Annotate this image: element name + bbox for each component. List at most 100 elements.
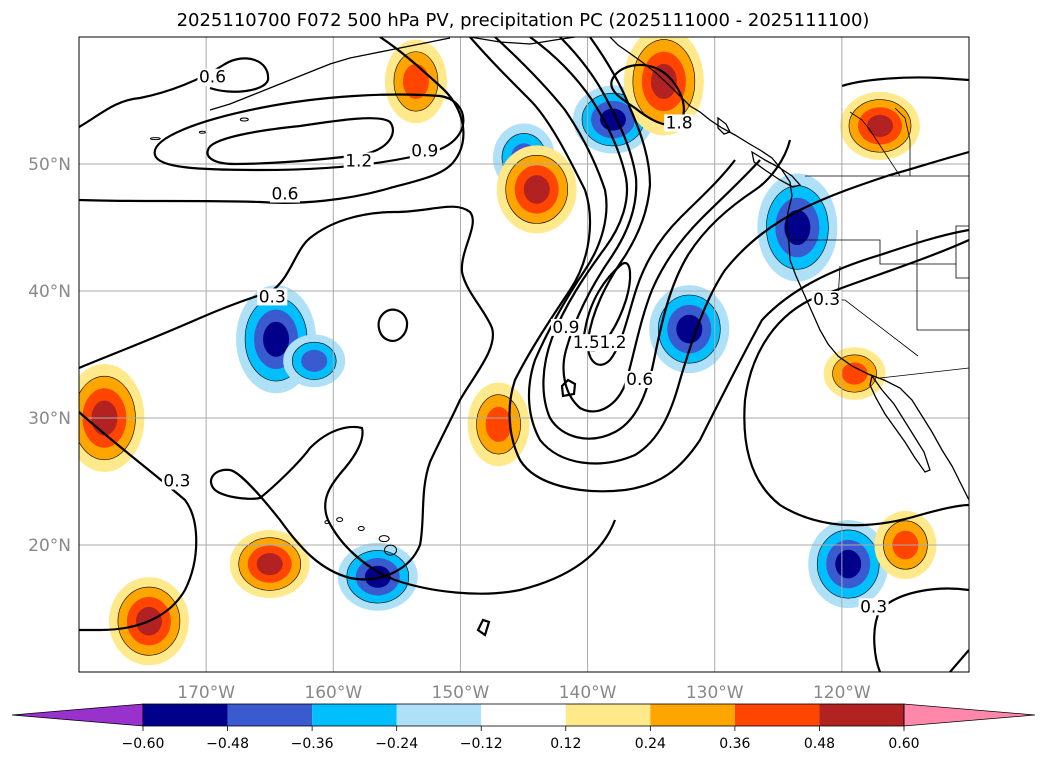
vancouver-island <box>751 150 802 188</box>
precip-anomaly-level <box>676 314 703 344</box>
colorbar-tick-label: 0.48 <box>804 736 835 752</box>
pv-contour-label: 0.3 <box>163 472 190 492</box>
chart-title: 2025110700 F072 500 hPa PV, precipitatio… <box>177 10 870 31</box>
precip-anomaly-level <box>523 175 550 204</box>
precip-anomaly-positive <box>229 530 310 599</box>
lon-tick-label: 120°W <box>813 683 871 703</box>
pv-contour-label: 1.2 <box>345 152 372 172</box>
pv-label-background <box>409 142 440 160</box>
precip-anomaly-negative <box>337 542 418 611</box>
pv-contour-0.9-closed <box>153 93 465 172</box>
lon-tick-label: 170°W <box>177 683 235 703</box>
island-outline <box>384 544 397 556</box>
precip-anomaly-level <box>402 63 429 99</box>
pv-label-background <box>161 472 192 490</box>
lat-tick-label: 40°N <box>28 282 71 302</box>
pv-contour-label: 0.6 <box>271 185 298 205</box>
lat-tick-label: 30°N <box>28 409 71 429</box>
pv-contour-label: 0.3 <box>259 287 286 307</box>
baja-california <box>869 374 931 473</box>
lon-tick-label: 130°W <box>686 683 744 703</box>
colorbar: −0.60 −0.48 −0.36 −0.24 −0.12 0.12 0.24 0.36 0.4… <box>11 703 1036 752</box>
map-frame <box>78 36 970 673</box>
pv-contours <box>79 37 969 672</box>
pacific-islands <box>149 117 397 556</box>
colorbar-tick-label: −0.36 <box>291 736 334 752</box>
colorbar-tick-label: 0.60 <box>888 736 919 752</box>
island-outline <box>378 535 390 543</box>
precipitation-pc-shading <box>79 37 937 666</box>
pv-contour-label: 1.2 <box>599 333 626 353</box>
alaska-peninsula <box>209 37 451 111</box>
lat-tick-label: 20°N <box>28 536 71 556</box>
pv-label-background <box>343 152 374 170</box>
colorbar-segment <box>312 704 397 726</box>
island-outline <box>239 117 249 122</box>
pv-contour-0.3-trough-west <box>469 37 969 493</box>
precip-anomaly-level <box>835 549 862 579</box>
pv-label-background <box>197 68 228 86</box>
pv-label-background <box>598 334 628 352</box>
pv-contour-label: 1.5 <box>573 333 600 353</box>
precip-anomaly-negative <box>808 520 889 609</box>
pv-contour-small-trough-core <box>560 378 577 398</box>
colorbar-tick-label: 0.24 <box>635 736 666 752</box>
colorbar-segment <box>819 704 904 726</box>
precip-anomaly-level <box>263 321 290 357</box>
island-outline <box>357 525 365 531</box>
colorbar-segment <box>143 704 228 726</box>
pv-contour-0.6-trough <box>494 37 969 465</box>
precip-anomaly-level <box>301 349 328 372</box>
pv-contour-small-center <box>377 308 409 342</box>
pv-contour-label: 0.6 <box>626 370 653 390</box>
colorbar-tick-label: −0.12 <box>460 736 503 752</box>
pv-label-background <box>858 598 889 616</box>
pv-contour-0.3-southwest <box>79 411 198 632</box>
precip-anomaly-positive <box>496 145 577 234</box>
precip-anomaly-positive <box>840 91 920 160</box>
colorbar-tick-label: −0.48 <box>206 736 249 752</box>
colorbar-segment <box>396 704 482 726</box>
precip-anomaly-level <box>841 362 868 385</box>
colorbar-tick-label: 0.12 <box>550 736 581 752</box>
colorbar-segment <box>734 704 820 726</box>
graticule <box>79 37 969 672</box>
colorbar-tick-label: 0.36 <box>719 736 750 752</box>
pv-contour-label: 0.9 <box>411 141 438 161</box>
pv-contour-0.3-outer <box>79 205 617 595</box>
pv-contour-0.3-northeast <box>841 76 969 88</box>
canada-provinces <box>849 107 911 177</box>
pv-label-background <box>257 288 288 306</box>
pv-contour-1.2-trough <box>559 37 761 413</box>
pv-label-background <box>811 290 842 308</box>
pv-label-background <box>571 334 602 352</box>
pv-contour-labels: 0.61.20.90.60.30.30.91.5 1.20.60.30.31.8 <box>161 68 889 617</box>
pv-label-background <box>624 370 655 388</box>
pv-contour-label: 1.8 <box>666 113 693 133</box>
pv-contour-small-south <box>476 618 491 637</box>
pv-contour-label: 0.3 <box>860 597 887 617</box>
axis-tick-labels: 170°W 160°W 150°W 140°W 130°W 120°W 50°N 40°N 30… <box>28 155 871 703</box>
precip-anomaly-level <box>364 565 391 588</box>
precip-anomaly-level <box>784 209 811 246</box>
haida-gwaii <box>717 116 731 135</box>
precip-anomaly-level <box>867 114 893 137</box>
island-outline <box>336 517 344 523</box>
pv-contour-0.6-north-ridge <box>79 57 270 128</box>
precip-anomaly-positive <box>384 39 447 124</box>
pv-label-background <box>269 185 300 203</box>
lon-tick-label: 160°W <box>304 683 362 703</box>
pv-contour-label: 0.9 <box>552 318 579 338</box>
island-outline <box>198 130 206 134</box>
colorbar-segment <box>481 704 566 726</box>
pv-contour-1.2-closed <box>206 117 394 166</box>
colorbar-tick-label: −0.24 <box>375 736 418 752</box>
colorbar-segment <box>565 704 651 726</box>
precip-anomaly-level <box>485 406 512 442</box>
us-mexico-border <box>879 367 969 379</box>
lon-tick-label: 140°W <box>559 683 617 703</box>
colorbar-segment <box>227 704 313 726</box>
pv-contour-0.6-main <box>79 37 465 204</box>
colorbar-frame <box>142 703 905 727</box>
